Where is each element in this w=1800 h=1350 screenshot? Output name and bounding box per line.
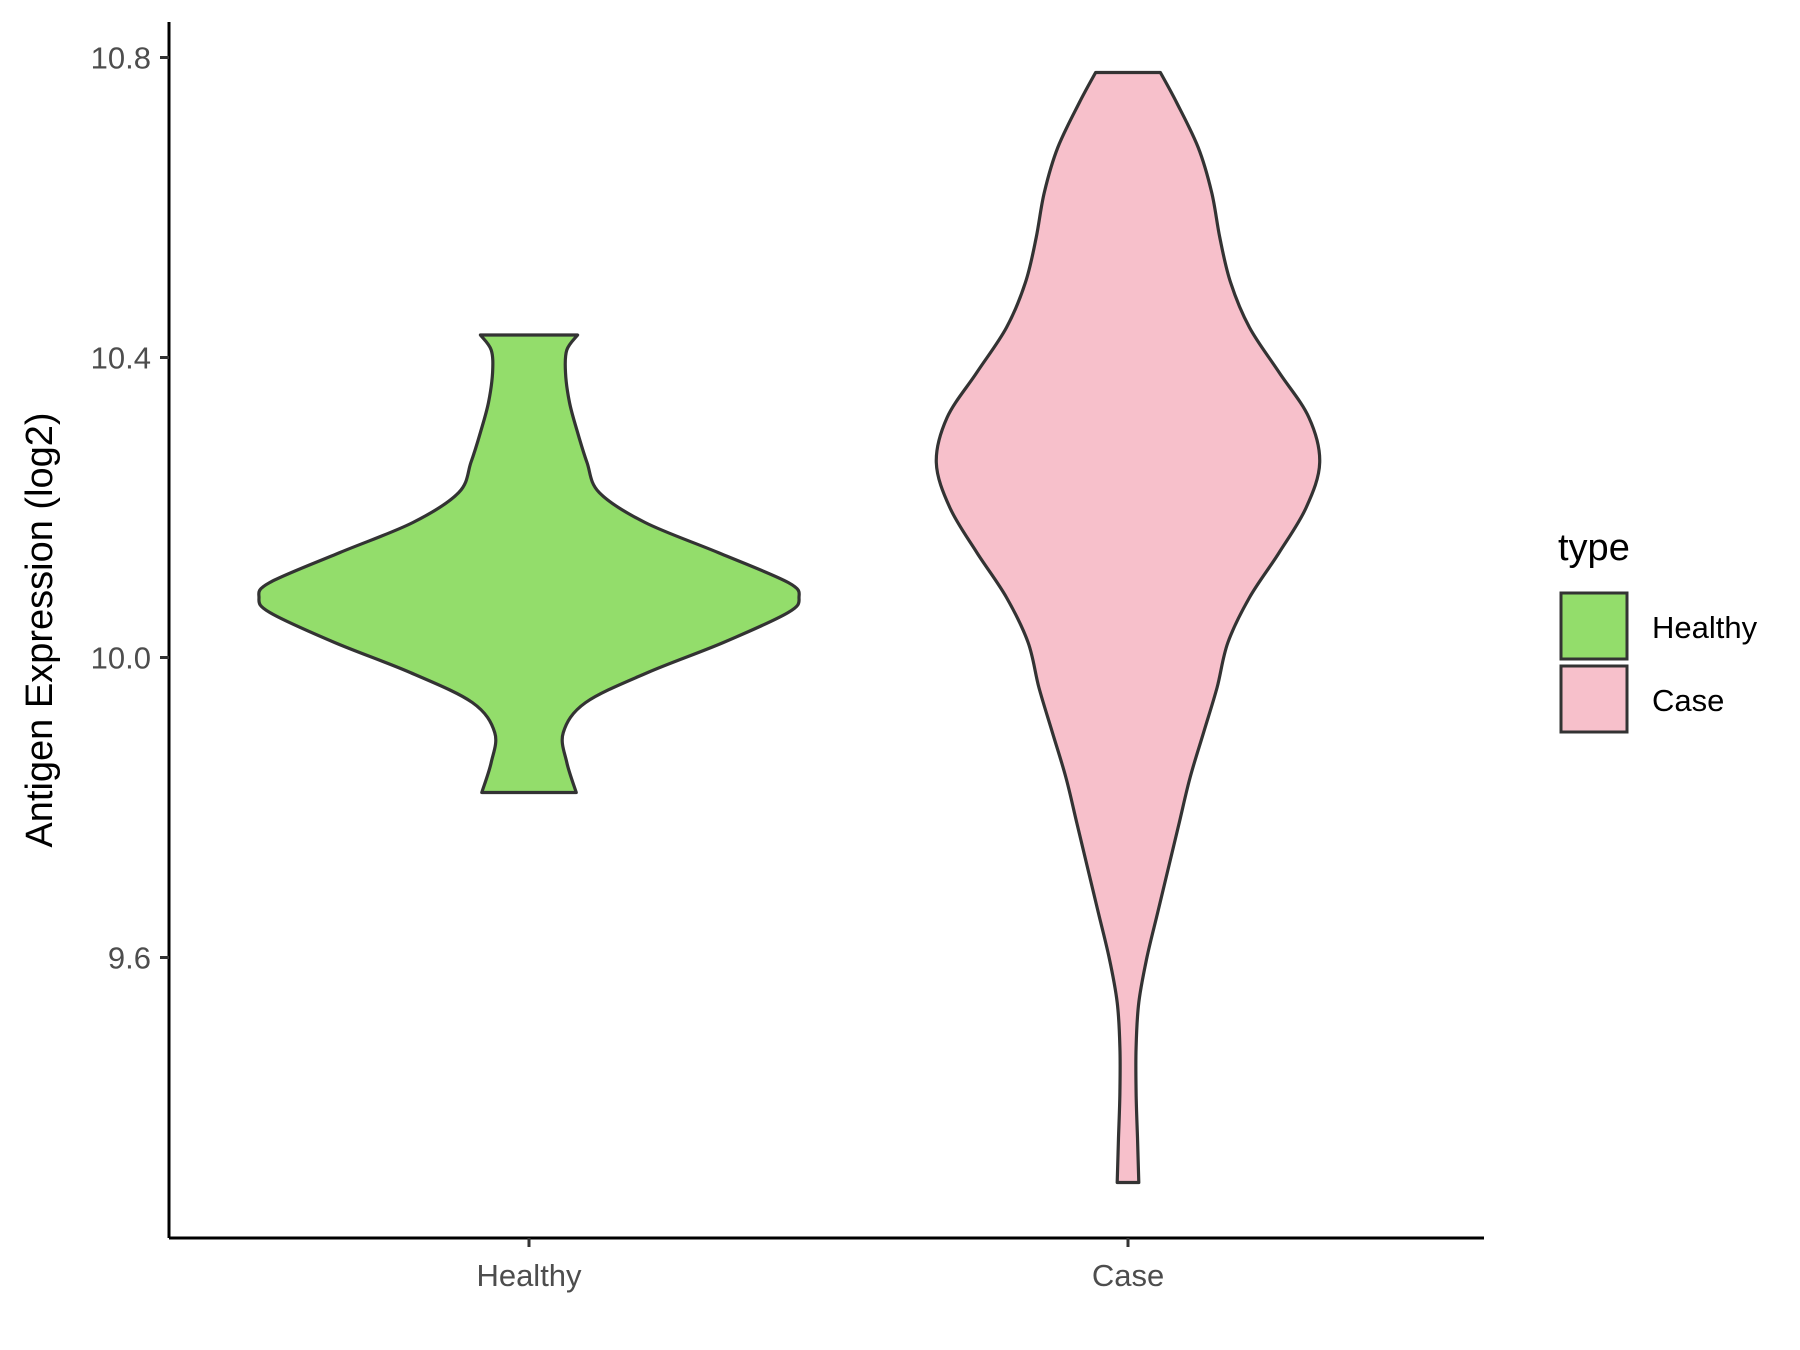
legend-swatch-healthy — [1559, 591, 1629, 661]
legend-swatch-case — [1559, 664, 1629, 734]
violin-case — [934, 70, 1322, 1185]
violin-healthy — [257, 333, 801, 795]
y-tick-label: 9.6 — [108, 941, 151, 976]
legend-label-case: Case — [1652, 683, 1724, 718]
legend: type Healthy Case — [1558, 527, 1758, 734]
x-tick-label-case: Case — [1092, 1258, 1164, 1293]
legend-title: type — [1558, 527, 1630, 569]
x-tick-label-healthy: Healthy — [476, 1258, 582, 1293]
legend-label-healthy: Healthy — [1652, 610, 1758, 645]
y-tick-label: 10.4 — [91, 341, 151, 376]
violin-layer — [257, 70, 1322, 1185]
x-ticks: Healthy Case — [476, 1238, 1164, 1293]
y-axis-title: Antigen Expression (log2) — [19, 412, 61, 847]
y-ticks: 9.6 10.0 10.4 10.8 — [91, 41, 169, 976]
y-tick-label: 10.0 — [91, 641, 151, 676]
y-tick-label: 10.8 — [91, 41, 151, 76]
